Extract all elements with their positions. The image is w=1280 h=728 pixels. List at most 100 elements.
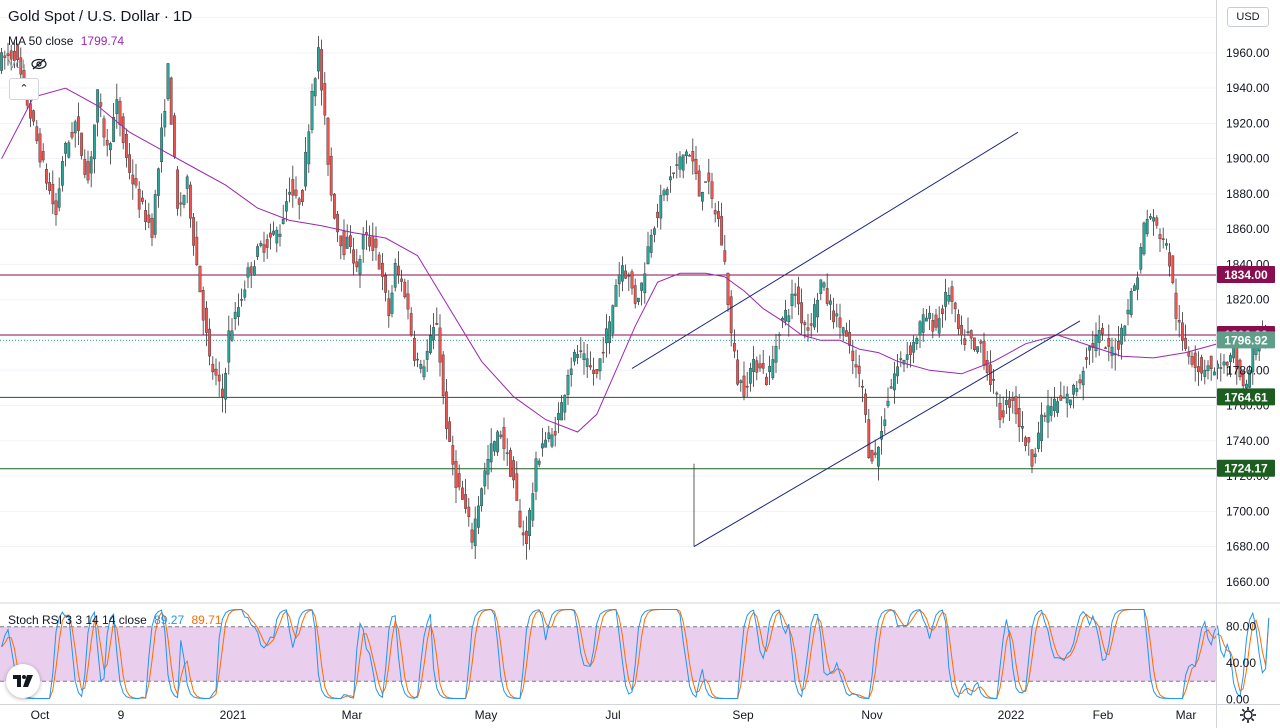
candle-body — [214, 368, 218, 376]
candle-body — [505, 452, 509, 454]
candle-body — [985, 359, 989, 373]
candle-body — [1152, 217, 1156, 222]
candle-body — [377, 254, 381, 270]
candle-body — [553, 431, 557, 436]
candle-body — [1052, 398, 1056, 411]
candle-body — [640, 282, 644, 291]
candle-body — [896, 366, 900, 377]
candle-body — [630, 271, 634, 289]
candle-body — [534, 458, 538, 492]
candle-body — [480, 488, 483, 506]
candle-body — [710, 181, 714, 199]
candle-body — [899, 358, 903, 360]
candle-body — [134, 178, 138, 186]
candle-body — [64, 143, 68, 154]
candle-body — [1017, 408, 1021, 427]
candle-body — [733, 342, 736, 352]
candle-body — [140, 197, 144, 202]
trendline — [631, 131, 1019, 369]
candle-body — [729, 296, 733, 334]
candle-body — [941, 308, 944, 315]
candle-body — [269, 232, 272, 238]
eye-hidden-icon[interactable] — [31, 58, 47, 70]
candle-body — [761, 363, 765, 369]
candle-body — [92, 124, 96, 160]
candle-body — [390, 292, 394, 314]
candle-body — [809, 323, 813, 326]
candle-body — [861, 385, 864, 388]
candle-body — [252, 266, 256, 276]
candle-body — [48, 182, 52, 191]
candle-body — [902, 360, 906, 365]
candle-body — [397, 265, 400, 275]
candle-body — [1155, 217, 1159, 226]
candle-body — [784, 309, 788, 322]
candle-body — [12, 50, 16, 61]
candle-body — [278, 233, 282, 237]
settings-gear-icon[interactable] — [1239, 706, 1257, 724]
candle-body — [1088, 346, 1092, 351]
price-label-text: 1834.00 — [1224, 268, 1268, 282]
candle-body — [249, 266, 253, 274]
currency-select[interactable]: USD — [1227, 7, 1269, 27]
candle-body — [1027, 437, 1031, 443]
candle-body — [966, 331, 970, 333]
candle-body — [1180, 322, 1184, 341]
stoch-tick-label: 40.00 — [1226, 656, 1256, 670]
candle-body — [1177, 320, 1181, 323]
candle-body — [512, 460, 516, 481]
candle-body — [429, 335, 432, 353]
stoch-legend: Stoch RSI 3 3 14 14 close 89.27 89.71 — [8, 613, 222, 627]
candle-body — [317, 47, 320, 72]
candle-body — [998, 402, 1002, 420]
candle-body — [150, 217, 154, 238]
candle-body — [1059, 395, 1063, 401]
candle-body — [493, 441, 496, 452]
candle-body — [592, 369, 596, 374]
candle-body — [464, 494, 467, 509]
candle-body — [889, 386, 893, 389]
candle-body — [294, 189, 298, 196]
candle-body — [627, 275, 631, 277]
stoch-d-line — [1, 608, 1270, 700]
candle-body — [211, 363, 215, 373]
candle-body — [99, 102, 103, 107]
stoch-tick-label: 80.00 — [1226, 620, 1256, 634]
candle-body — [797, 286, 800, 305]
candle-body — [643, 273, 647, 294]
candle-body — [848, 331, 852, 346]
candle-body — [6, 53, 10, 56]
candle-body — [982, 341, 986, 366]
candle-body — [160, 127, 163, 163]
candle-body — [925, 317, 928, 322]
candle-body — [473, 518, 477, 546]
candle-body — [204, 307, 208, 333]
price-tick-label: 1780.00 — [1226, 363, 1270, 377]
candle-body — [656, 211, 660, 218]
candle-body — [198, 265, 202, 293]
candle-body — [477, 505, 480, 528]
vol-legend[interactable]: Vol — [8, 57, 47, 71]
collapse-legend-button[interactable]: ⌃ — [9, 78, 39, 100]
time-tick-label: Oct — [31, 708, 50, 722]
candle-body — [1184, 337, 1188, 349]
tradingview-logo[interactable] — [6, 664, 40, 698]
time-tick-label: 2022 — [998, 708, 1025, 722]
time-tick-label: Nov — [861, 708, 882, 722]
candle-body — [393, 263, 397, 288]
price-tick-label: 1680.00 — [1226, 540, 1270, 554]
candle-body — [608, 321, 612, 344]
candle-body — [416, 358, 419, 361]
price-label-text: 1764.61 — [1224, 390, 1268, 404]
candle-body — [461, 487, 464, 500]
candle-body — [1203, 369, 1207, 377]
candle-body — [662, 190, 666, 196]
candle-body — [67, 142, 71, 158]
price-label-box — [1217, 266, 1275, 284]
candle-body — [1222, 361, 1226, 366]
candle-body — [854, 364, 858, 368]
candle-body — [285, 201, 288, 212]
candle-body — [569, 368, 573, 375]
candle-body — [1120, 327, 1124, 345]
